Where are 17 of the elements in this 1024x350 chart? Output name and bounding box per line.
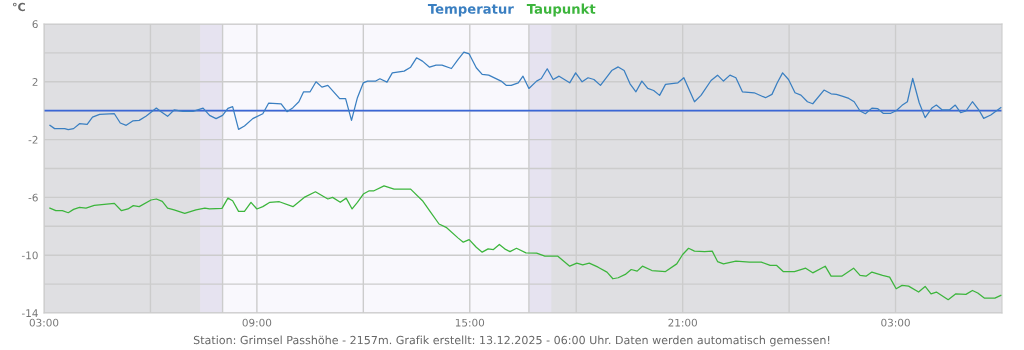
y-axis-title: °C <box>12 2 25 12</box>
y-tick-label: -2 <box>28 135 38 144</box>
text: Temperatur <box>427 4 514 17</box>
line-series <box>49 185 1002 301</box>
text: Station: Grimsel Passhöhe - 2157m. Grafik erstellt: 13.12.2025 - 06:00 Uhr. Daten werden automatisch gemessen! <box>193 335 830 347</box>
y-tick-label: 6 <box>32 20 38 29</box>
y-tick-label: -14 <box>21 309 38 317</box>
x-tick-label: 03:00 <box>881 318 910 327</box>
line-series <box>49 51 1002 131</box>
x-tick-label: 09:00 <box>242 318 272 327</box>
y-tick-label: 2 <box>32 78 38 86</box>
x-tick-label: 15:00 <box>455 318 485 327</box>
x-tick-label: 03:00 <box>29 318 59 327</box>
y-tick-label: -6 <box>28 193 38 202</box>
y-tick-label: -10 <box>21 251 38 260</box>
x-tick-label: 21:00 <box>668 318 697 327</box>
text: Taupunkt <box>526 3 596 17</box>
